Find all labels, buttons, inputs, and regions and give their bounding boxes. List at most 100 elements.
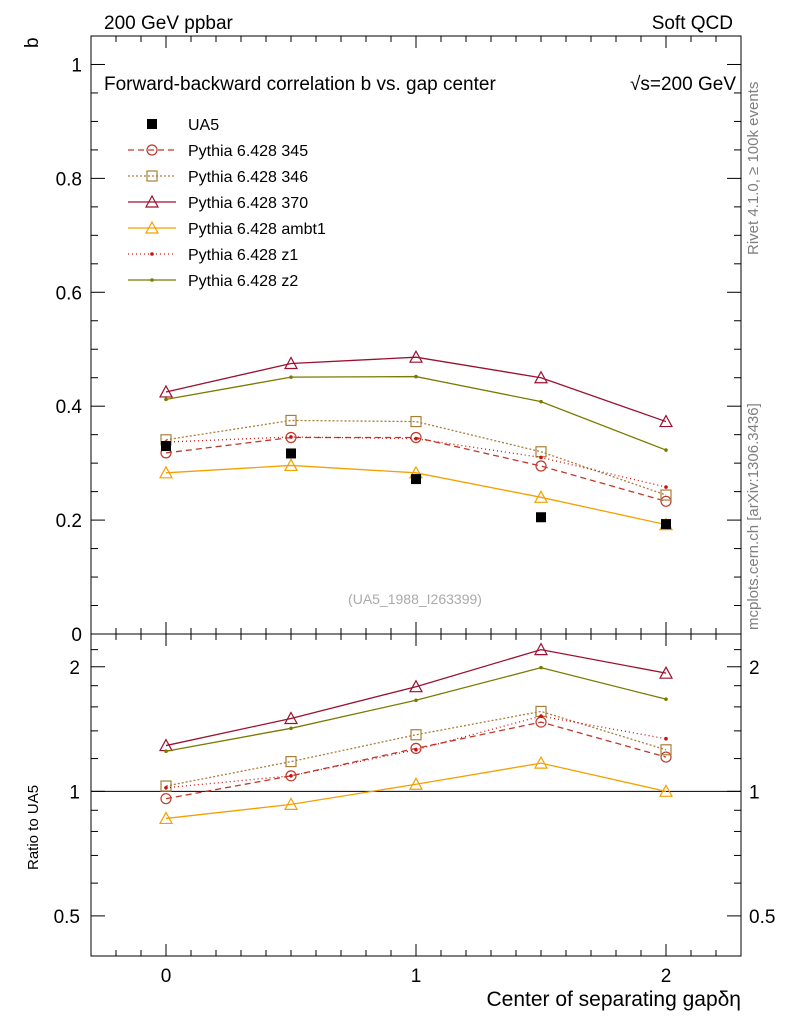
ratio-point-5	[164, 749, 168, 754]
series-point-2	[658, 414, 674, 428]
ratio-point-4	[289, 774, 293, 778]
legend-label: Pythia 6.428 ambt1	[188, 221, 326, 238]
legend-marker	[146, 144, 158, 156]
ratio-point-1	[660, 744, 672, 756]
ratio-point-2	[658, 665, 674, 679]
ratio-point-1	[160, 780, 172, 792]
ratio-point-3	[533, 755, 549, 769]
analysis-watermark: (UA5_1988_I263399)	[348, 591, 482, 607]
y-tick-label: 1	[71, 55, 82, 76]
series-layer	[158, 349, 674, 825]
ratio-point-0	[160, 793, 172, 805]
legend-label: Pythia 6.428 z1	[188, 247, 298, 264]
legend-marker	[146, 170, 158, 182]
ratio-point-3	[658, 784, 674, 797]
y-tick-label: 0.4	[56, 397, 83, 418]
plot-title: Forward-backward correlation b vs. gap c…	[104, 74, 496, 95]
ratio-line-2	[165, 648, 667, 747]
series-line-3	[165, 464, 667, 526]
y-axis-label: b	[22, 37, 43, 48]
ratio-point-2	[533, 642, 549, 656]
series-point-4	[539, 455, 543, 460]
series-point-3	[283, 458, 299, 472]
series-point-5	[414, 374, 418, 379]
x-tick-label: 2	[661, 966, 672, 987]
series-point-2	[283, 356, 299, 370]
legend-layer: UA5 Pythia 6.428 345 Pythia 6.428 346 Pythi…	[128, 117, 326, 290]
series-point-5	[289, 375, 293, 379]
ratio-line-3	[165, 762, 667, 820]
legend-marker	[144, 194, 160, 208]
ratio-tick-label: 1	[69, 782, 80, 803]
series-point-0	[535, 460, 547, 472]
ratio-point-2	[283, 711, 299, 725]
ratio-line-1	[165, 710, 667, 787]
ratio-line-4	[165, 715, 667, 789]
ratio-point-3	[158, 811, 174, 825]
legend-marker	[150, 252, 154, 256]
series-point-1	[410, 415, 422, 428]
y-tick-label: 0	[71, 625, 82, 646]
ratio-tick-label-right: 1	[749, 782, 760, 803]
header-right: Soft QCD	[652, 13, 733, 34]
series-point-5	[664, 448, 668, 452]
ratio-point-0	[660, 751, 672, 763]
series-point-4	[414, 436, 418, 441]
ratio-point-4	[664, 736, 668, 741]
ratio-tick-label-right: 0.5	[749, 907, 775, 928]
rivet-label: Rivet 4.1.0, ≥ 100k events	[745, 82, 762, 255]
series-point-4	[289, 435, 293, 439]
y-tick-label: 0.8	[56, 169, 82, 190]
ratio-point-1	[410, 729, 422, 741]
legend-label: Pythia 6.428 z2	[188, 273, 298, 290]
series-point-2	[533, 370, 549, 384]
ratio-axis-label: Ratio to UA5	[25, 785, 42, 870]
legend-marker	[150, 278, 154, 282]
ratio-point-4	[164, 785, 168, 790]
ratio-point-2	[408, 679, 424, 693]
ratio-point-5	[539, 665, 543, 670]
legend-marker	[147, 119, 157, 129]
series-point-5	[539, 399, 543, 404]
ratio-line-0	[165, 721, 667, 800]
series-point-5	[164, 397, 168, 402]
header-left: 200 GeV ppbar	[104, 13, 234, 34]
legend-label: Pythia 6.428 346	[188, 169, 308, 186]
y-tick-label: 0.6	[56, 283, 82, 304]
ratio-point-3	[408, 777, 424, 790]
ratio-point-0	[410, 742, 422, 754]
series-point-0	[410, 431, 422, 444]
ratio-point-5	[414, 698, 418, 703]
ratio-tick-label: 2	[69, 658, 80, 679]
x-tick-label: 1	[411, 966, 422, 987]
series-point-1	[660, 489, 672, 501]
ratio-point-4	[539, 714, 543, 718]
ratio-tick-label: 0.5	[54, 907, 80, 928]
legend-label: Pythia 6.428 370	[188, 195, 308, 212]
legend-label: UA5	[188, 117, 219, 134]
ratio-point-4	[414, 747, 418, 752]
series-point-4	[664, 485, 668, 489]
series-line-2	[165, 356, 667, 423]
series-point-3	[158, 465, 174, 479]
series-point-2	[158, 384, 174, 398]
legend-label: Pythia 6.428 345	[188, 143, 308, 160]
ratio-point-5	[289, 726, 293, 731]
ratio-tick-label-right: 2	[749, 658, 760, 679]
data-point	[411, 474, 421, 485]
ratio-point-5	[664, 697, 668, 701]
data-point	[286, 448, 296, 459]
data-point	[536, 512, 546, 523]
series-point-1	[285, 414, 297, 427]
series-point-3	[533, 490, 549, 503]
ratio-point-3	[283, 797, 299, 810]
series-point-2	[408, 349, 424, 363]
data-point	[661, 519, 671, 530]
axes-layer: 0 1 2 0 0.2 0.4 0.6 0.8 1 0.5 0.5 1 1 2 2	[54, 36, 775, 987]
mcplots-label: mcplots.cern.ch [arXiv:1306.3436]	[745, 403, 762, 630]
series-point-0	[660, 495, 672, 507]
legend-marker	[144, 220, 160, 234]
ratio-point-1	[285, 755, 297, 768]
y-tick-label: 0.2	[56, 511, 82, 532]
